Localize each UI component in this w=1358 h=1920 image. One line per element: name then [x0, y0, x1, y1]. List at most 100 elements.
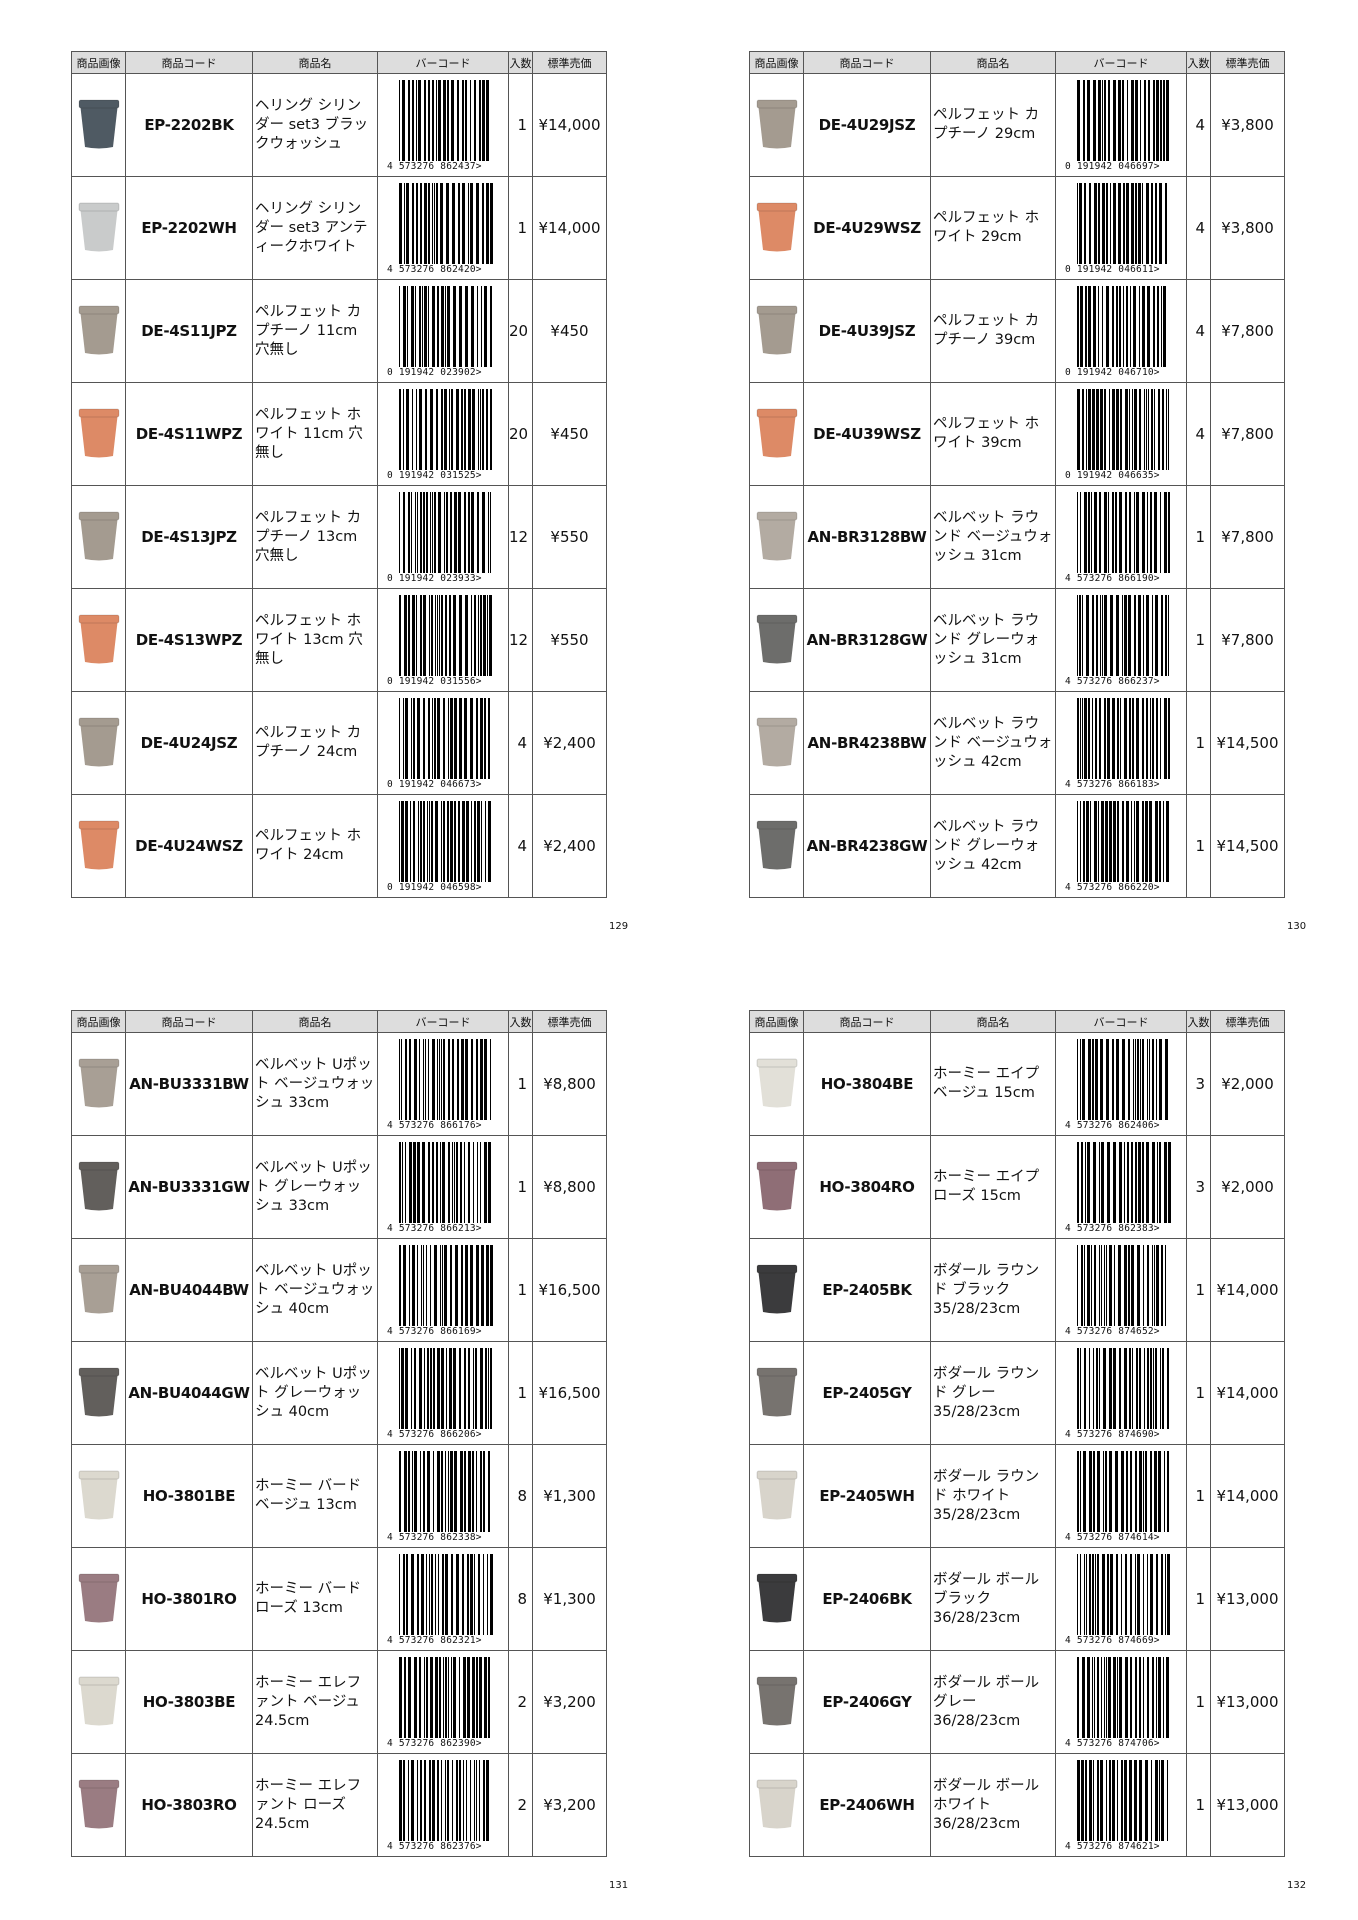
- barcode-bar: [1150, 1348, 1152, 1434]
- product-image-cell: [749, 1547, 804, 1651]
- product-code: EP-2202WH: [125, 176, 253, 280]
- barcode-bar: [1126, 801, 1129, 887]
- barcode-bar: [1135, 80, 1138, 166]
- barcode-bar: [399, 286, 400, 372]
- product-name: ホーミー エイプ ローズ 15cm: [930, 1135, 1056, 1239]
- barcode-bar: [1125, 389, 1128, 475]
- barcode-number: 4 573276 862390>: [387, 1738, 499, 1749]
- barcode-bar: [399, 80, 400, 166]
- barcode-bar: [486, 1760, 489, 1846]
- barcode-bar: [478, 389, 479, 475]
- pot-shape: [79, 721, 118, 767]
- barcode-bar: [419, 389, 422, 475]
- barcode-bar: [465, 1039, 468, 1125]
- barcode-bar: [1120, 389, 1122, 475]
- product-image: [756, 1470, 797, 1520]
- barcode-bar: [1152, 595, 1153, 681]
- barcode-bar: [434, 1245, 437, 1331]
- price: ¥7,800: [1210, 382, 1285, 486]
- barcode-bar: [1126, 183, 1129, 269]
- barcode-bar: [1160, 80, 1162, 166]
- barcode-bar: [468, 1142, 470, 1228]
- barcode-bar: [411, 1760, 414, 1846]
- barcode-bars: [399, 389, 492, 475]
- barcode-bar: [1097, 1760, 1099, 1846]
- quantity: 8: [508, 1444, 533, 1548]
- barcode-bar: [1094, 1245, 1096, 1331]
- barcode-bar: [425, 1039, 426, 1125]
- pot-rim: [78, 1676, 119, 1686]
- barcode-bar: [476, 698, 478, 784]
- barcode-bar: [457, 80, 459, 166]
- barcode-bar: [434, 492, 436, 578]
- product-code: AN-BR4238BW: [803, 691, 931, 795]
- barcode-bar: [1134, 492, 1135, 578]
- barcode-bar: [1136, 698, 1139, 784]
- product-row: HO-3801RO ホーミー バード ローズ 13cm 4 573276 86232…: [71, 1547, 607, 1651]
- product-name: ペルフェット カプチーノ 24cm: [252, 691, 378, 795]
- barcode-bar: [1116, 1039, 1119, 1125]
- column-header: 商品コード: [125, 51, 253, 74]
- barcode-number: 4 573276 862437>: [387, 161, 499, 172]
- barcode-bar: [452, 183, 455, 269]
- column-header: バーコード: [377, 1010, 509, 1033]
- product-image-cell: [71, 1341, 126, 1445]
- barcode-bar: [441, 1348, 444, 1434]
- barcode-bar: [1081, 1245, 1083, 1331]
- barcode-bar: [1121, 1760, 1123, 1846]
- barcode-bar: [1110, 1554, 1113, 1640]
- pot-shape: [79, 309, 118, 355]
- barcode-number: 0 191942 046710>: [1065, 367, 1177, 378]
- pot-shape: [757, 721, 796, 767]
- product-image: [78, 202, 119, 252]
- column-header: 標準売価: [1210, 1010, 1285, 1033]
- barcode: 0 191942 023933>: [387, 490, 499, 584]
- product-code: HO-3803BE: [125, 1650, 253, 1754]
- product-image-cell: [71, 382, 126, 486]
- header-row: 商品画像 商品コード 商品名 バーコード 入数 標準売価: [71, 1010, 607, 1033]
- barcode-bar: [478, 1554, 480, 1640]
- barcode-bar: [1092, 389, 1095, 475]
- barcode-bar: [437, 595, 438, 681]
- quantity: 12: [508, 485, 533, 589]
- barcode-bar: [448, 698, 449, 784]
- barcode-bar: [448, 1451, 449, 1537]
- barcode-bar: [1094, 492, 1097, 578]
- barcode-cell: 0 191942 023933>: [377, 485, 509, 589]
- barcode-bar: [404, 183, 405, 269]
- product-code: DE-4S13JPZ: [125, 485, 253, 589]
- barcode-bars: [399, 1245, 493, 1331]
- barcode-bar: [480, 1039, 483, 1125]
- barcode-bar: [488, 1657, 490, 1743]
- barcode-bar: [450, 1451, 453, 1537]
- barcode-cell: 0 191942 046611>: [1055, 176, 1187, 280]
- product-image: [78, 1676, 119, 1726]
- barcode-bar: [1084, 1348, 1086, 1434]
- barcode-bar: [471, 1039, 473, 1125]
- pot-rim: [78, 614, 119, 624]
- barcode-bars: [1077, 1554, 1170, 1640]
- product-name: ボダール ラウンド グレー 35/28/23cm: [930, 1341, 1056, 1445]
- product-image-cell: [749, 1650, 804, 1754]
- column-header: 商品画像: [749, 1010, 804, 1033]
- barcode-bar: [490, 1554, 493, 1640]
- product-image: [756, 1779, 797, 1829]
- barcode-bar: [1143, 1657, 1144, 1743]
- table-body: EP-2202BK ヘリング シリンダー set3 ブラックウォッシュ 4 5732…: [71, 73, 607, 898]
- product-image: [756, 511, 797, 561]
- quantity: 1: [1186, 588, 1211, 692]
- price: ¥7,800: [1210, 279, 1285, 383]
- barcode-bars: [1077, 183, 1167, 269]
- barcode-bar: [1165, 1039, 1168, 1125]
- barcode-cell: 4 573276 874706>: [1055, 1650, 1187, 1754]
- column-header: バーコード: [1055, 51, 1187, 74]
- barcode-bar: [1155, 1760, 1158, 1846]
- barcode-bar: [1109, 1348, 1112, 1434]
- barcode-bar: [424, 1348, 425, 1434]
- price: ¥2,400: [532, 691, 607, 795]
- barcode-bars: [1077, 801, 1169, 887]
- barcode-bar: [1167, 1760, 1168, 1846]
- barcode-bar: [1151, 389, 1153, 475]
- barcode-bar: [1115, 492, 1117, 578]
- barcode-bar: [472, 1657, 475, 1743]
